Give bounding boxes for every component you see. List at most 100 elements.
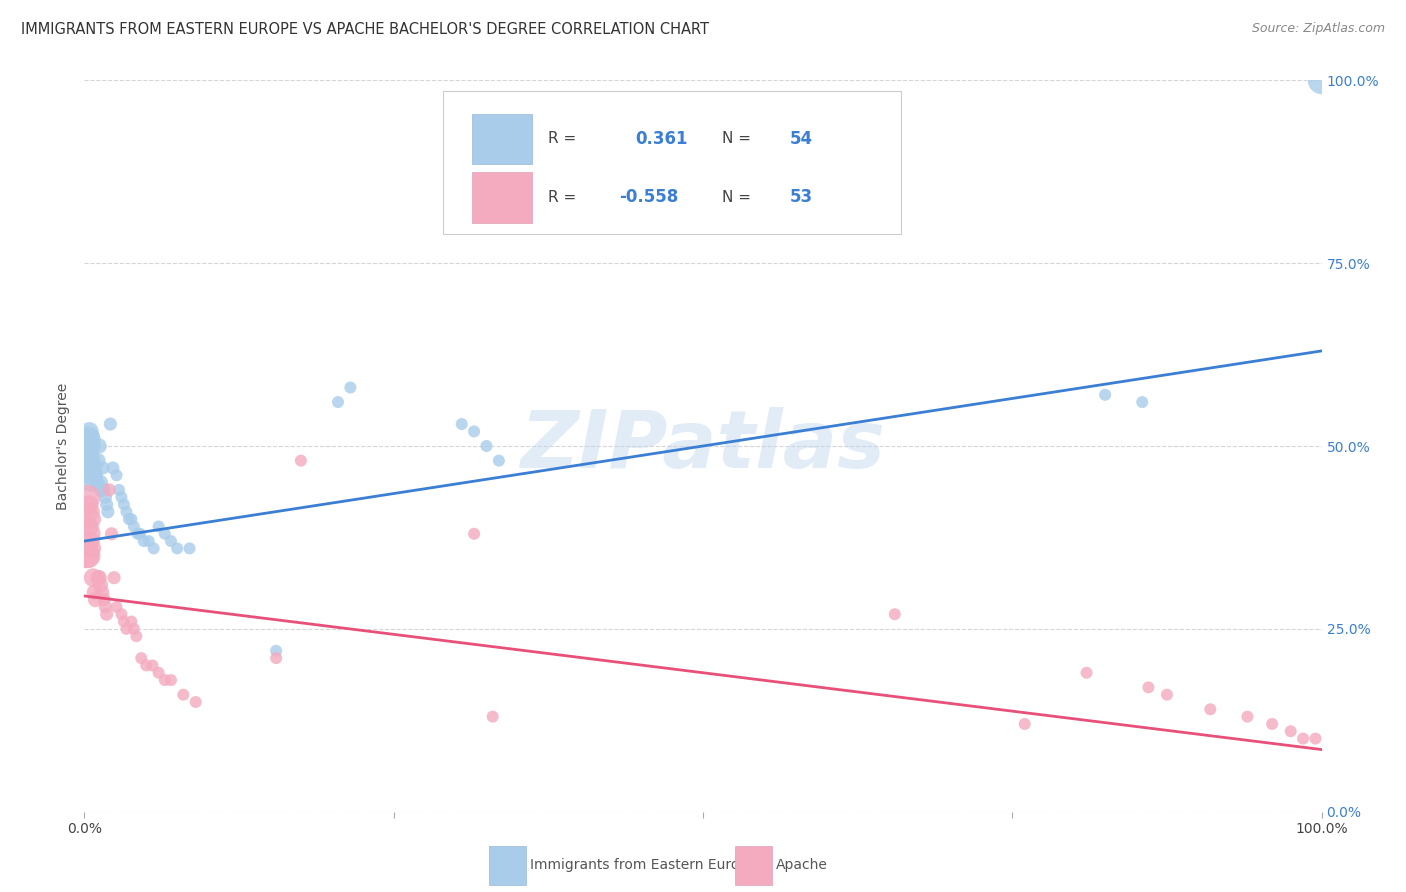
Point: [77, 549, 100, 563]
Point: [82, 571, 104, 585]
Point: [488, 453, 510, 467]
Point: [105, 468, 128, 483]
Point: [103, 571, 125, 585]
Point: [153, 526, 176, 541]
Point: [115, 622, 138, 636]
Point: [120, 512, 142, 526]
Text: R =: R =: [548, 131, 576, 146]
Point: [80, 461, 103, 475]
Point: [326, 395, 349, 409]
Point: [79, 498, 101, 512]
Point: [481, 709, 503, 723]
Point: [93, 483, 115, 497]
Point: [79, 475, 101, 490]
Point: [77, 490, 100, 504]
Point: [77, 432, 100, 446]
Point: [84, 592, 107, 607]
Point: [1279, 724, 1302, 739]
Point: [166, 541, 188, 556]
Point: [83, 585, 105, 599]
Point: [153, 673, 176, 687]
Point: [79, 519, 101, 533]
Point: [129, 651, 152, 665]
Point: [98, 483, 121, 497]
Point: [87, 571, 110, 585]
Point: [91, 461, 114, 475]
Point: [84, 468, 107, 483]
Point: [79, 505, 101, 519]
Point: [1094, 388, 1116, 402]
Point: [127, 526, 149, 541]
Point: [79, 468, 101, 483]
Point: [290, 453, 312, 467]
Point: [96, 607, 118, 622]
Text: ZIPatlas: ZIPatlas: [520, 407, 886, 485]
Point: [87, 453, 110, 467]
Point: [101, 461, 124, 475]
Text: Apache: Apache: [776, 858, 828, 872]
Text: Immigrants from Eastern Europe: Immigrants from Eastern Europe: [530, 858, 756, 872]
Point: [138, 534, 160, 549]
Point: [115, 505, 138, 519]
Point: [450, 417, 472, 431]
Point: [80, 439, 103, 453]
Point: [1076, 665, 1098, 680]
Point: [122, 519, 145, 533]
Point: [76, 453, 98, 467]
Point: [80, 512, 103, 526]
Point: [79, 425, 101, 439]
Point: [463, 425, 485, 439]
Point: [89, 475, 111, 490]
Point: [79, 461, 101, 475]
Point: [264, 651, 287, 665]
Text: 54: 54: [790, 130, 813, 148]
Text: IMMIGRANTS FROM EASTERN EUROPE VS APACHE BACHELOR'S DEGREE CORRELATION CHART: IMMIGRANTS FROM EASTERN EUROPE VS APACHE…: [21, 22, 709, 37]
Point: [1310, 73, 1333, 87]
Point: [160, 673, 183, 687]
Point: [77, 453, 100, 467]
Point: [80, 541, 103, 556]
Point: [79, 432, 101, 446]
Point: [89, 439, 111, 453]
Point: [112, 498, 135, 512]
Point: [160, 534, 183, 549]
Point: [79, 534, 101, 549]
Point: [1292, 731, 1315, 746]
Point: [89, 571, 111, 585]
Point: [179, 541, 201, 556]
Point: [120, 615, 142, 629]
Point: [98, 417, 121, 431]
Point: [1137, 681, 1160, 695]
Point: [148, 665, 170, 680]
Point: [172, 688, 194, 702]
Point: [118, 512, 141, 526]
Point: [110, 607, 132, 622]
Point: [83, 468, 105, 483]
Text: -0.558: -0.558: [619, 188, 678, 206]
Point: [90, 585, 112, 599]
Point: [94, 599, 117, 614]
Point: [463, 526, 485, 541]
Point: [79, 446, 101, 460]
Point: [1014, 717, 1036, 731]
Y-axis label: Bachelor's Degree: Bachelor's Degree: [56, 383, 70, 509]
Point: [93, 592, 115, 607]
Point: [97, 505, 120, 519]
Point: [94, 490, 117, 504]
Text: 53: 53: [790, 188, 813, 206]
FancyBboxPatch shape: [443, 91, 901, 234]
Point: [108, 483, 131, 497]
Text: Source: ZipAtlas.com: Source: ZipAtlas.com: [1251, 22, 1385, 36]
Point: [1130, 395, 1153, 409]
Point: [339, 380, 361, 394]
Point: [132, 534, 155, 549]
Point: [110, 490, 132, 504]
Point: [100, 526, 122, 541]
Point: [1305, 731, 1327, 746]
Text: 0.361: 0.361: [636, 130, 688, 148]
Point: [148, 519, 170, 533]
Point: [883, 607, 905, 622]
Point: [86, 475, 108, 490]
FancyBboxPatch shape: [471, 172, 533, 222]
FancyBboxPatch shape: [471, 113, 533, 164]
